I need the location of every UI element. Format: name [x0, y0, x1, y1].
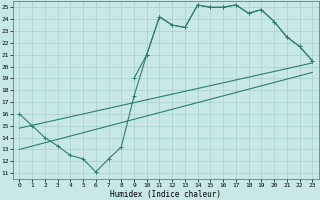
X-axis label: Humidex (Indice chaleur): Humidex (Indice chaleur)	[110, 190, 221, 199]
